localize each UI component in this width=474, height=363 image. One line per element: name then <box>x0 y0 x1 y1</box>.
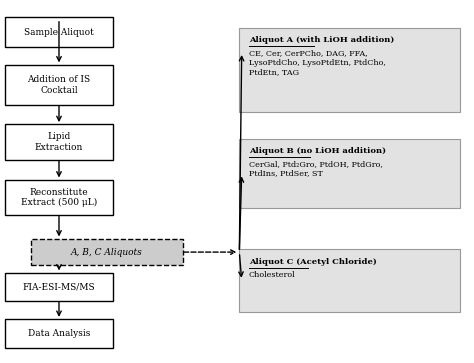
FancyBboxPatch shape <box>239 249 459 312</box>
FancyBboxPatch shape <box>5 65 113 105</box>
FancyBboxPatch shape <box>5 273 113 301</box>
Text: Cholesterol: Cholesterol <box>249 271 295 279</box>
Text: A, B, C Aliquots: A, B, C Aliquots <box>71 248 143 257</box>
Text: Aliquot B (no LiOH addition): Aliquot B (no LiOH addition) <box>249 147 386 155</box>
Text: Data Analysis: Data Analysis <box>28 329 90 338</box>
FancyBboxPatch shape <box>31 239 183 265</box>
FancyBboxPatch shape <box>239 28 459 112</box>
Text: Aliquot C (Acetyl Chloride): Aliquot C (Acetyl Chloride) <box>249 258 376 266</box>
FancyBboxPatch shape <box>239 139 459 208</box>
Text: Sample Aliquot: Sample Aliquot <box>24 28 94 37</box>
Text: CE, Cer, CerPCho, DAG, FFA,
LysoPtdCho, LysoPtdEtn, PtdCho,
PtdEtn, TAG: CE, Cer, CerPCho, DAG, FFA, LysoPtdCho, … <box>249 50 385 76</box>
Text: Lipid
Extraction: Lipid Extraction <box>35 132 83 152</box>
Text: Addition of IS
Cocktail: Addition of IS Cocktail <box>27 75 91 95</box>
Text: FIA-ESI-MS/MS: FIA-ESI-MS/MS <box>23 282 95 291</box>
Text: Reconstitute
Extract (500 μL): Reconstitute Extract (500 μL) <box>21 188 97 207</box>
FancyBboxPatch shape <box>5 17 113 48</box>
Text: Aliquot A (with LiOH addition): Aliquot A (with LiOH addition) <box>249 36 394 44</box>
FancyBboxPatch shape <box>5 124 113 160</box>
FancyBboxPatch shape <box>5 180 113 216</box>
FancyBboxPatch shape <box>5 319 113 348</box>
Text: CerGal, Ptd₂Gro, PtdOH, PtdGro,
PtdIns, PtdSer, ST: CerGal, Ptd₂Gro, PtdOH, PtdGro, PtdIns, … <box>249 160 383 178</box>
